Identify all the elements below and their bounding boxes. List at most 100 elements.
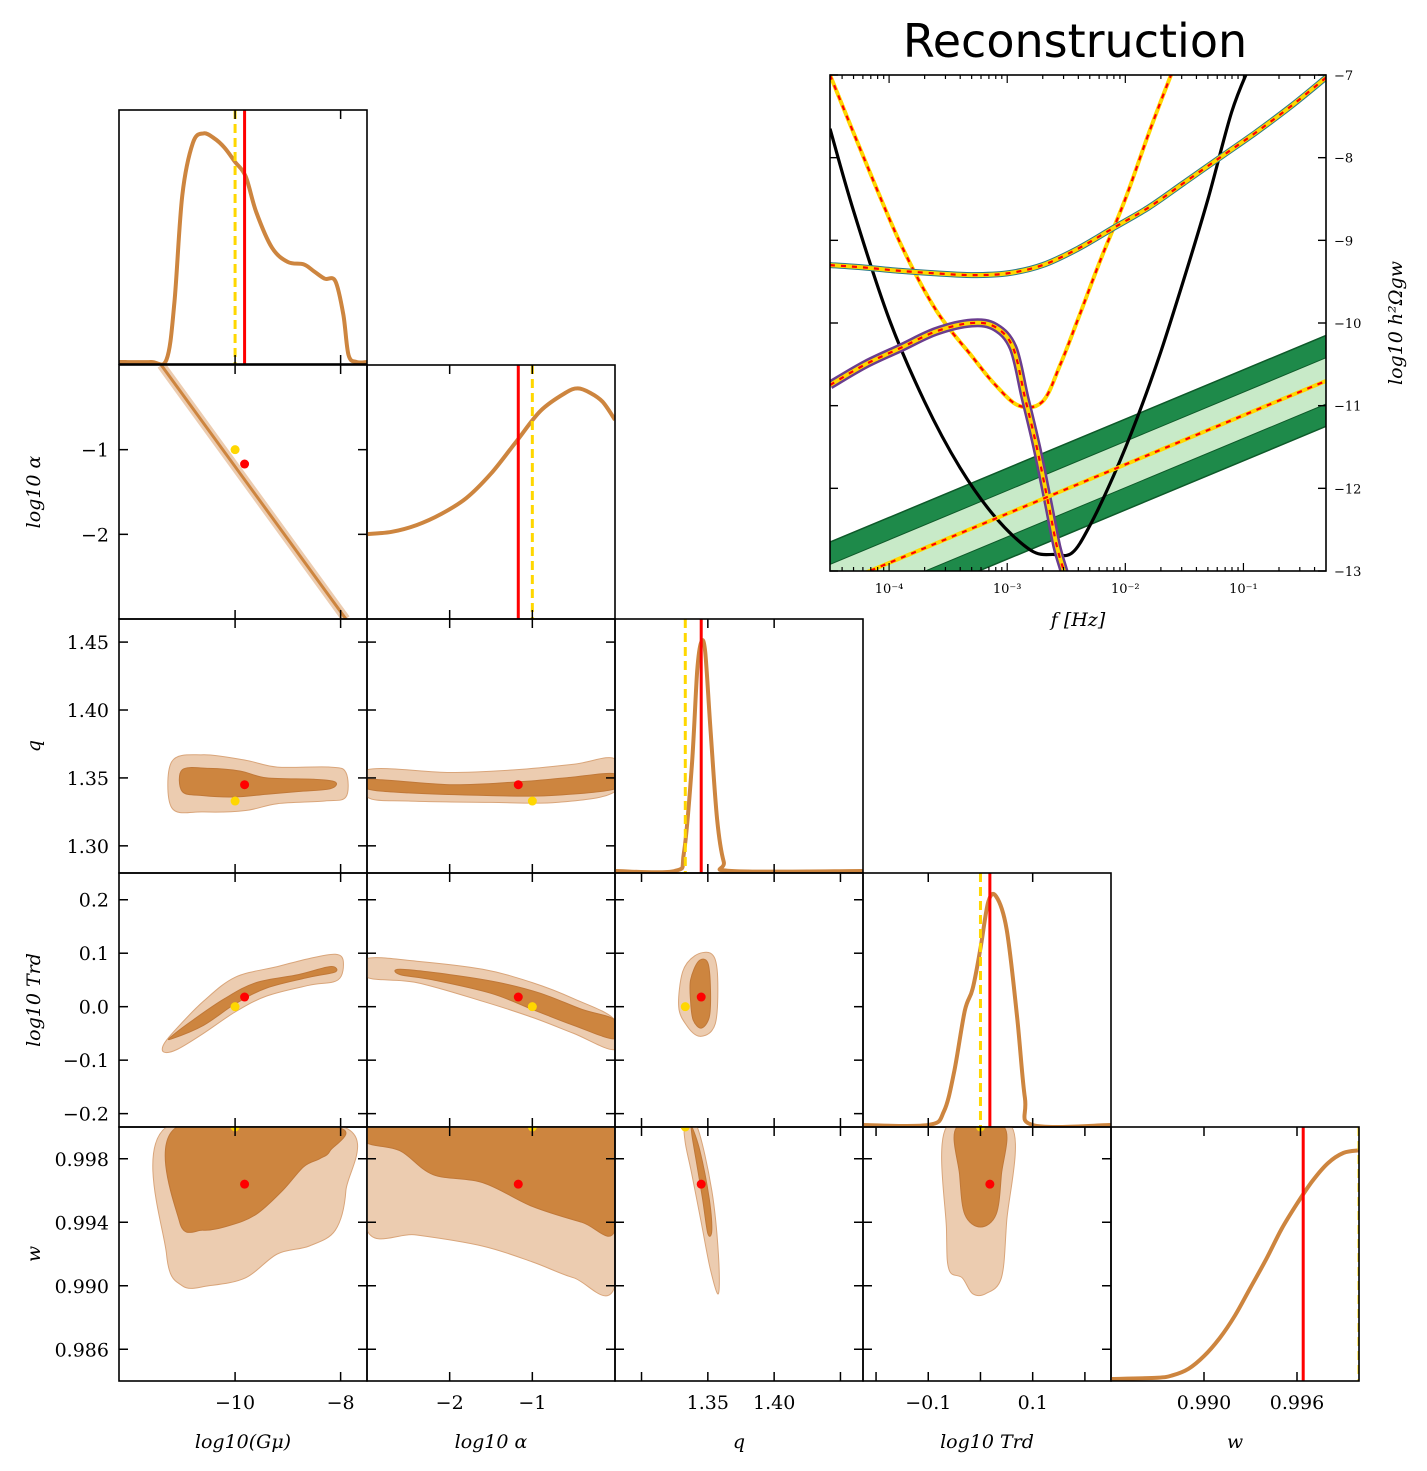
injection-broad — [830, 76, 1326, 277]
panel-Trd-Trd — [862, 872, 1112, 1128]
panel-frame — [118, 618, 368, 874]
panel-Trd-q — [614, 872, 864, 1128]
panel-frame — [614, 1126, 864, 1382]
marginal-curve-w — [1111, 1148, 1359, 1381]
reference-point — [680, 1127, 690, 1132]
joint-band-inner — [159, 365, 348, 619]
y-tick-label: −2 — [81, 524, 109, 546]
y-tick-label: −9 — [1334, 234, 1353, 249]
y-tick-label: 1.40 — [67, 700, 109, 722]
x-tick-label: 0.990 — [1177, 1392, 1231, 1414]
reference-point — [527, 796, 537, 806]
marginal-curve-Trd — [863, 891, 1111, 1127]
panel-w-q — [614, 1126, 864, 1382]
reference-point — [680, 1002, 690, 1012]
truth-point — [985, 1179, 995, 1189]
x-axis-label-alpha: log10 α — [455, 1431, 528, 1453]
y-tick-label: 0.994 — [55, 1212, 109, 1234]
panel-w-w — [1110, 1126, 1360, 1382]
x-tick-label: 10⁻⁴ — [875, 582, 904, 597]
panel-content — [615, 619, 863, 873]
x-tick-label: −10 — [215, 1392, 255, 1414]
panel-q-q — [614, 618, 864, 874]
contour-68 — [367, 1127, 615, 1237]
y-tick-label: −0.1 — [63, 1050, 109, 1072]
panel-Trd-alpha — [366, 872, 616, 1128]
y-axis-label: log10 h²Ωgw — [1385, 261, 1407, 385]
broad-uncertainty-band — [830, 75, 1326, 279]
panel-frame — [614, 618, 864, 874]
y-tick-label: −8 — [1334, 152, 1353, 167]
contour-68 — [367, 772, 615, 797]
contour-68 — [167, 966, 338, 1041]
x-axis-label-Trd: log10 Trd — [940, 1431, 1034, 1453]
reconstruction-content — [830, 75, 1326, 571]
truth-point — [240, 1179, 250, 1189]
y-axis-label-q: q — [23, 740, 45, 752]
contour-95 — [683, 1127, 720, 1295]
contour-68 — [394, 968, 615, 1040]
panel-content — [863, 873, 1111, 1127]
x-tick-label: 10⁻² — [1111, 582, 1140, 597]
band-inner — [830, 357, 1326, 571]
panel-content — [157, 365, 350, 619]
panel-content — [161, 953, 344, 1054]
panel-content — [678, 951, 719, 1037]
truth-point — [696, 992, 706, 1002]
panel-content — [941, 1127, 1016, 1297]
x-axis-label-Gmu: log10(Gμ) — [195, 1431, 291, 1453]
contour-95 — [367, 957, 615, 1051]
truth-point — [240, 992, 250, 1002]
panel-frame — [118, 109, 368, 365]
corner-plot: −10 −8 log10(Gμ) −2 −1 log10 α 1.35 1.40 q −0.1 0.… — [23, 109, 1360, 1453]
x-axis-label-q: q — [733, 1431, 745, 1453]
y-tick-label: 0.2 — [79, 890, 109, 912]
x-axis-label-w: w — [1227, 1431, 1243, 1453]
y-tick-label: 1.30 — [67, 836, 109, 858]
x-tick-label: 0.1 — [1018, 1392, 1048, 1414]
contour-68 — [953, 1127, 1008, 1228]
y-axis-label-alpha: log10 α — [23, 455, 45, 528]
truth-point — [513, 780, 523, 790]
y-tick-label: −11 — [1334, 400, 1361, 415]
y-axis-label-w: w — [23, 1246, 45, 1262]
y-tick-label: −1 — [81, 440, 109, 462]
reconstruction-plot: Reconstruction −13 −12 −11 −10 −9 −8 −7 10⁻⁴ 10⁻… — [829, 14, 1407, 631]
y-tick-label: 0.0 — [79, 997, 109, 1019]
reference-point — [230, 1002, 240, 1012]
panel-q-alpha — [366, 618, 616, 874]
injection-valley — [830, 75, 1173, 409]
y-tick-label: −12 — [1334, 482, 1361, 497]
x-tick-label: −2 — [436, 1392, 464, 1414]
y-axis-label-Trd: log10 Trd — [23, 953, 45, 1047]
y-tick-label: 0.990 — [55, 1276, 109, 1298]
panel-frame — [1110, 1126, 1360, 1382]
panel-content — [367, 757, 615, 806]
truth-point — [696, 1179, 706, 1189]
reference-point — [527, 1002, 537, 1012]
x-tick-label: −1 — [518, 1392, 546, 1414]
contour-68 — [178, 767, 337, 798]
marginal-curve-Gmu — [119, 131, 367, 364]
marginal-curve-q — [615, 638, 863, 873]
x-tick-label: 0.996 — [1270, 1392, 1324, 1414]
panel-content — [167, 754, 349, 814]
truth-point — [513, 1179, 523, 1189]
x-tick-label: −8 — [327, 1392, 355, 1414]
panel-q-Gmu — [118, 618, 368, 874]
marginal-curve-alpha — [367, 386, 615, 537]
truth-point — [513, 992, 523, 1002]
reference-point — [230, 796, 240, 806]
panel-frame — [118, 364, 368, 620]
panel-w-alpha — [366, 1126, 616, 1382]
panel-frame — [366, 364, 616, 620]
x-tick-label: 10⁻³ — [993, 582, 1022, 597]
panel-content — [152, 1127, 359, 1289]
panel-w-Gmu — [118, 1126, 368, 1382]
reference-point — [230, 445, 240, 455]
x-axis-label: f [Hz] — [1049, 609, 1106, 631]
panel-content — [367, 365, 615, 619]
panel-w-Trd — [862, 1126, 1112, 1382]
y-tick-label: −10 — [1334, 317, 1361, 332]
y-tick-label: −0.2 — [63, 1104, 109, 1126]
